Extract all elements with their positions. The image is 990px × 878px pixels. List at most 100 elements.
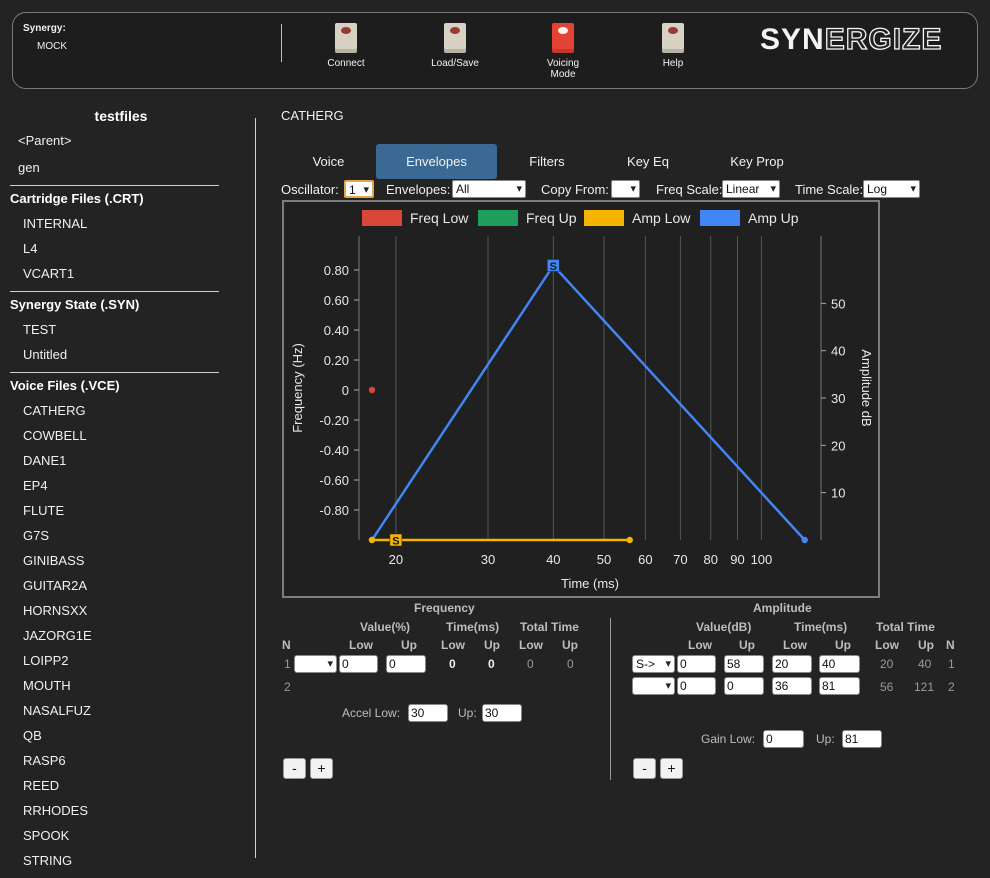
file-browser-sidebar: testfiles <Parent> gen Cartridge Files (.C… (0, 104, 232, 873)
sidebar-file-item[interactable]: GINIBASS (23, 553, 85, 568)
amp-row1-value-low-input[interactable]: 0 (677, 655, 716, 673)
sidebar-separator (10, 185, 219, 186)
amp-row1-time-up-input[interactable]: 40 (819, 655, 860, 673)
sidebar-file-item[interactable]: INTERNAL (23, 216, 88, 231)
sidebar-file-item[interactable]: CATHERG (23, 403, 86, 418)
connect-button[interactable]: Connect (316, 23, 376, 69)
envelope-chart[interactable]: Freq Low Freq Up Amp Low Amp Up 20 30 40 50 60 70… (282, 200, 880, 598)
tab-key-prop[interactable]: Key Prop (730, 154, 784, 169)
logo-outline: ERGIZE (824, 22, 943, 56)
amp-low-point (626, 536, 633, 544)
amp-row2-value-low-input[interactable]: 0 (677, 677, 716, 695)
amp-col-value-low: Low (688, 638, 712, 652)
amp-row1-value-up-input[interactable]: 58 (724, 655, 764, 673)
sidebar-file-item[interactable]: COWBELL (23, 428, 87, 443)
x-tick-label: 30 (481, 552, 495, 567)
amp-row1-time-low-input[interactable]: 20 (772, 655, 812, 673)
freq-remove-point-button[interactable]: - (283, 758, 306, 779)
sidebar-file-item[interactable]: TEST (23, 322, 57, 337)
switch-lit-icon (552, 23, 574, 53)
sidebar-file-item[interactable]: Untitled (23, 347, 68, 362)
y-left-tick-label: 0.40 (324, 323, 349, 338)
sidebar-file-item[interactable]: STRING (23, 853, 73, 868)
sidebar-file-item[interactable]: NASALFUZ (23, 703, 91, 718)
freq-add-point-button[interactable]: + (310, 758, 333, 779)
accel-up-input[interactable]: 30 (482, 704, 522, 722)
envelopes-select[interactable]: All (452, 180, 526, 198)
x-tick-label: 50 (597, 552, 611, 567)
sidebar-section-heading: Cartridge Files (.CRT) (10, 191, 144, 206)
sidebar-file-item[interactable]: MOUTH (23, 678, 71, 693)
switch-icon (335, 23, 357, 53)
amp-row2-time-up-input[interactable]: 81 (819, 677, 860, 695)
sidebar-title: testfiles (94, 108, 148, 124)
legend-swatch (584, 210, 624, 226)
load-save-label: Load/Save (431, 58, 479, 69)
amp-col-time-low: Low (783, 638, 807, 652)
editor-tabs: Voice Envelopes Filters Key Eq Key Prop (281, 144, 841, 179)
amp-row2-n: 2 (948, 680, 955, 694)
y-left-tick-label: -0.80 (319, 503, 349, 518)
sidebar-file-item[interactable]: GUITAR2A (23, 578, 88, 593)
sidebar-file-item[interactable]: HORNSXX (23, 603, 88, 618)
voicing-mode-button[interactable]: Voicing Mode (533, 23, 593, 80)
help-button[interactable]: Help (643, 23, 703, 69)
sidebar-file-item[interactable]: L4 (23, 241, 38, 256)
time-scale-select[interactable]: Log (863, 180, 920, 198)
tab-key-eq[interactable]: Key Eq (627, 154, 669, 169)
sidebar-file-item[interactable]: REED (23, 778, 60, 793)
amp-row2-time-low-input[interactable]: 36 (772, 677, 812, 695)
sidebar-file-item[interactable]: RASP6 (23, 753, 66, 768)
sidebar-item-folder[interactable]: gen (18, 160, 40, 175)
legend-swatch (700, 210, 740, 226)
copy-from-select[interactable] (611, 180, 640, 198)
amp-up-sustain-marker (547, 259, 560, 272)
sidebar-separator (10, 291, 219, 292)
accel-low-input[interactable]: 30 (408, 704, 448, 722)
load-save-button[interactable]: Load/Save (425, 23, 485, 69)
frequency-panel-title: Frequency (414, 601, 475, 615)
amp-add-point-button[interactable]: + (660, 758, 683, 779)
sidebar-file-item[interactable]: EP4 (23, 478, 48, 493)
y-right-axis-label: Amplitude dB (859, 349, 874, 426)
sidebar-file-item[interactable]: G7S (23, 528, 50, 543)
sidebar-file-item[interactable]: RRHODES (23, 803, 89, 818)
amp-low-sustain-marker (389, 533, 403, 547)
amp-low-sustain-label: S (392, 536, 399, 548)
freq-scale-select[interactable]: Linear (722, 180, 780, 198)
y-left-tick-label: 0.60 (324, 293, 349, 308)
oscillator-select[interactable]: 1 (344, 180, 374, 198)
sidebar-file-item[interactable]: JAZORG1E (23, 628, 92, 643)
sidebar-item-parent[interactable]: <Parent> (18, 133, 72, 148)
amp-col-n: N (946, 638, 955, 652)
synergy-label: Synergy: (23, 23, 66, 34)
sidebar-file-item[interactable]: DANE1 (23, 453, 67, 468)
tab-envelopes[interactable]: Envelopes (376, 144, 497, 179)
y-left-tick-label: -0.40 (319, 443, 349, 458)
tab-filters[interactable]: Filters (529, 154, 565, 169)
amp-row1-sustain-select[interactable]: S-> (632, 655, 675, 673)
y-left-tick-label: 0 (342, 383, 349, 398)
amp-row2-value-up-input[interactable]: 0 (724, 677, 764, 695)
freq-col-total: Total Time (520, 620, 579, 634)
sidebar-file-item[interactable]: VCART1 (23, 266, 75, 281)
gain-up-input[interactable]: 81 (842, 730, 882, 748)
freq-row1-sustain-select[interactable] (294, 655, 337, 673)
freq-col-n: N (282, 638, 291, 652)
freq-row1-value-up-input[interactable]: 0 (386, 655, 426, 673)
amp-row2-sustain-select[interactable] (632, 677, 675, 695)
tab-voice[interactable]: Voice (312, 154, 345, 169)
envelopes-label: Envelopes: (386, 182, 451, 197)
y-right-tick-label: 10 (831, 486, 845, 501)
x-tick-label: 60 (638, 552, 652, 567)
y-right-tick-label: 50 (831, 296, 845, 311)
amp-col-value-up: Up (739, 638, 755, 652)
sidebar-file-item[interactable]: QB (23, 728, 42, 743)
gain-low-input[interactable]: 0 (763, 730, 804, 748)
x-axis-label: Time (ms) (561, 576, 619, 591)
sidebar-file-item[interactable]: SPOOK (23, 828, 70, 843)
sidebar-file-item[interactable]: LOIPP2 (23, 653, 69, 668)
sidebar-file-item[interactable]: FLUTE (23, 503, 65, 518)
freq-row1-value-low-input[interactable]: 0 (339, 655, 378, 673)
amp-remove-point-button[interactable]: - (633, 758, 656, 779)
